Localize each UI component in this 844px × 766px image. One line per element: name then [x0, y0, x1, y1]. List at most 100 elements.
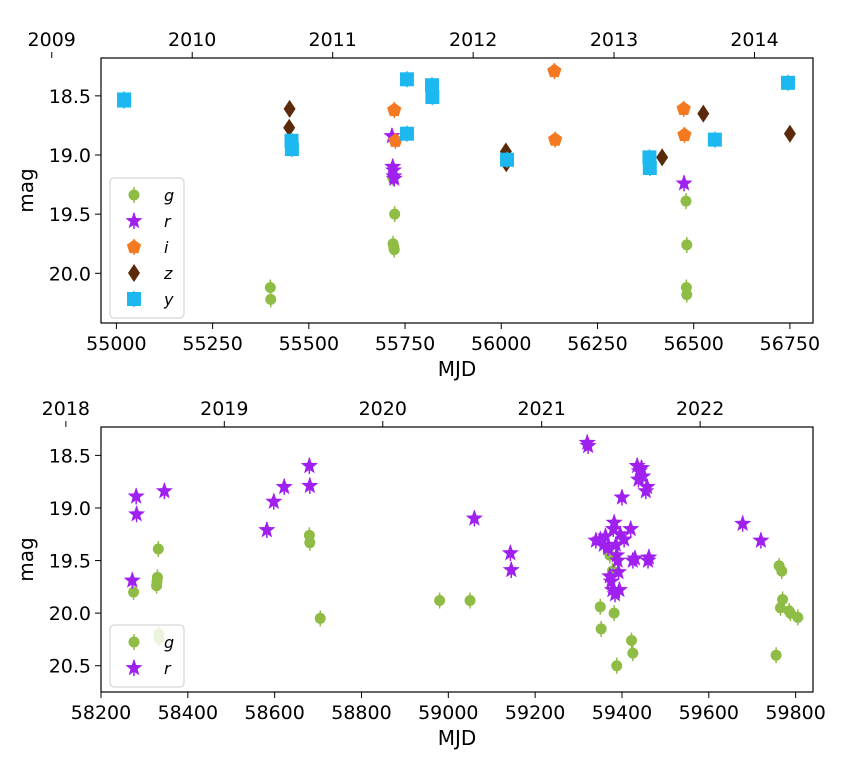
data-point-y [399, 72, 414, 87]
data-point-g [595, 623, 607, 635]
x-tick-label: 55250 [182, 333, 242, 355]
legend-label-g: g [164, 186, 174, 205]
data-point-i [677, 127, 692, 141]
legend [109, 177, 185, 319]
legend-marker-g [128, 189, 140, 201]
data-point-r [613, 488, 631, 505]
data-point-r [604, 520, 622, 537]
data-point-r [599, 538, 617, 556]
data-point-r [605, 513, 623, 530]
data-point-r [300, 456, 318, 474]
data-point-g [152, 543, 164, 555]
x-tick-label: 59200 [505, 702, 565, 724]
legend-label-y: y [163, 290, 174, 309]
year-tick-label: 2013 [590, 29, 638, 51]
data-point-y [117, 93, 132, 108]
x-axis-label: MJD [438, 357, 477, 381]
year-tick-label: 2011 [309, 29, 357, 51]
year-tick-label: 2009 [28, 29, 76, 51]
x-tick-label: 56750 [760, 333, 820, 355]
data-point-g [681, 239, 693, 251]
data-points [123, 433, 804, 674]
data-point-y [424, 78, 439, 93]
x-axis-label: MJD [438, 726, 477, 750]
data-point-r [622, 520, 640, 537]
data-point-r [265, 492, 283, 509]
data-point-i [548, 132, 563, 146]
x-tick-label: 55500 [279, 333, 339, 355]
legend-marker-y [127, 292, 141, 306]
data-point-r [606, 585, 624, 602]
y-tick-label: 19.5 [49, 551, 91, 573]
data-point-r [640, 548, 658, 565]
data-point-z [697, 104, 710, 123]
x-tick-label: 55750 [375, 333, 435, 355]
x-tick-label: 59000 [418, 702, 478, 724]
data-point-g [304, 537, 316, 549]
data-point-y [284, 142, 299, 157]
data-point-r [615, 530, 633, 547]
data-point-g [777, 593, 789, 605]
data-point-r [675, 174, 693, 191]
legend-marker-r [125, 212, 143, 229]
y-tick-label: 18.5 [49, 86, 91, 108]
year-tick-label: 2018 [42, 398, 90, 420]
x-tick-label: 56000 [471, 333, 531, 355]
x-tick-label: 55000 [86, 333, 146, 355]
x-tick-label: 58400 [158, 702, 218, 724]
data-point-i [676, 101, 691, 115]
legend-marker-z [128, 264, 140, 282]
data-point-z [283, 118, 296, 137]
y-tick-label: 19.0 [49, 145, 91, 167]
data-point-r [155, 482, 173, 499]
data-point-y [642, 150, 657, 165]
plot-area [100, 426, 814, 693]
data-point-g [264, 282, 276, 294]
data-point-r [601, 567, 619, 584]
year-tick-label: 2010 [168, 29, 216, 51]
data-point-r [638, 477, 656, 495]
x-tick-label: 56250 [567, 333, 627, 355]
data-point-r [579, 436, 597, 454]
legend-label-g: g [164, 633, 174, 652]
legend [109, 624, 185, 688]
data-point-r [611, 525, 629, 542]
y-tick-label: 20.0 [49, 263, 91, 285]
data-point-r [128, 505, 146, 522]
data-point-g [265, 293, 277, 305]
year-tick-label: 2022 [676, 398, 724, 420]
data-point-r [609, 551, 627, 568]
legend-label-z: z [163, 264, 173, 283]
x-tick-label: 59800 [765, 702, 825, 724]
data-point-r [465, 509, 483, 526]
data-point-g [626, 634, 638, 646]
y-tick-label: 18.5 [49, 445, 91, 467]
data-point-g [128, 586, 140, 598]
data-point-r [632, 459, 651, 476]
y-tick-label: 20.5 [49, 656, 91, 678]
data-point-y [707, 132, 722, 147]
legend-marker-i [126, 239, 142, 254]
data-point-r [591, 530, 609, 547]
x-tick-label: 56500 [663, 333, 723, 355]
data-point-r [602, 572, 620, 589]
data-point-g [151, 571, 163, 583]
data-point-g [388, 244, 400, 256]
data-point-i [388, 133, 403, 147]
data-point-g [627, 647, 639, 659]
data-point-r [383, 127, 401, 144]
data-point-r [595, 535, 613, 553]
legend-label-r: r [164, 212, 172, 231]
data-point-y [500, 152, 515, 167]
plot-area [100, 57, 814, 324]
data-point-z [783, 124, 796, 143]
data-point-r [501, 544, 519, 561]
data-point-r [634, 467, 652, 484]
data-point-g [464, 595, 476, 607]
data-point-r [609, 563, 628, 580]
data-point-r [385, 169, 403, 186]
data-point-r [734, 514, 752, 532]
data-point-r [629, 470, 648, 487]
data-point-r [607, 535, 625, 553]
x-tick-label: 58600 [244, 702, 304, 724]
